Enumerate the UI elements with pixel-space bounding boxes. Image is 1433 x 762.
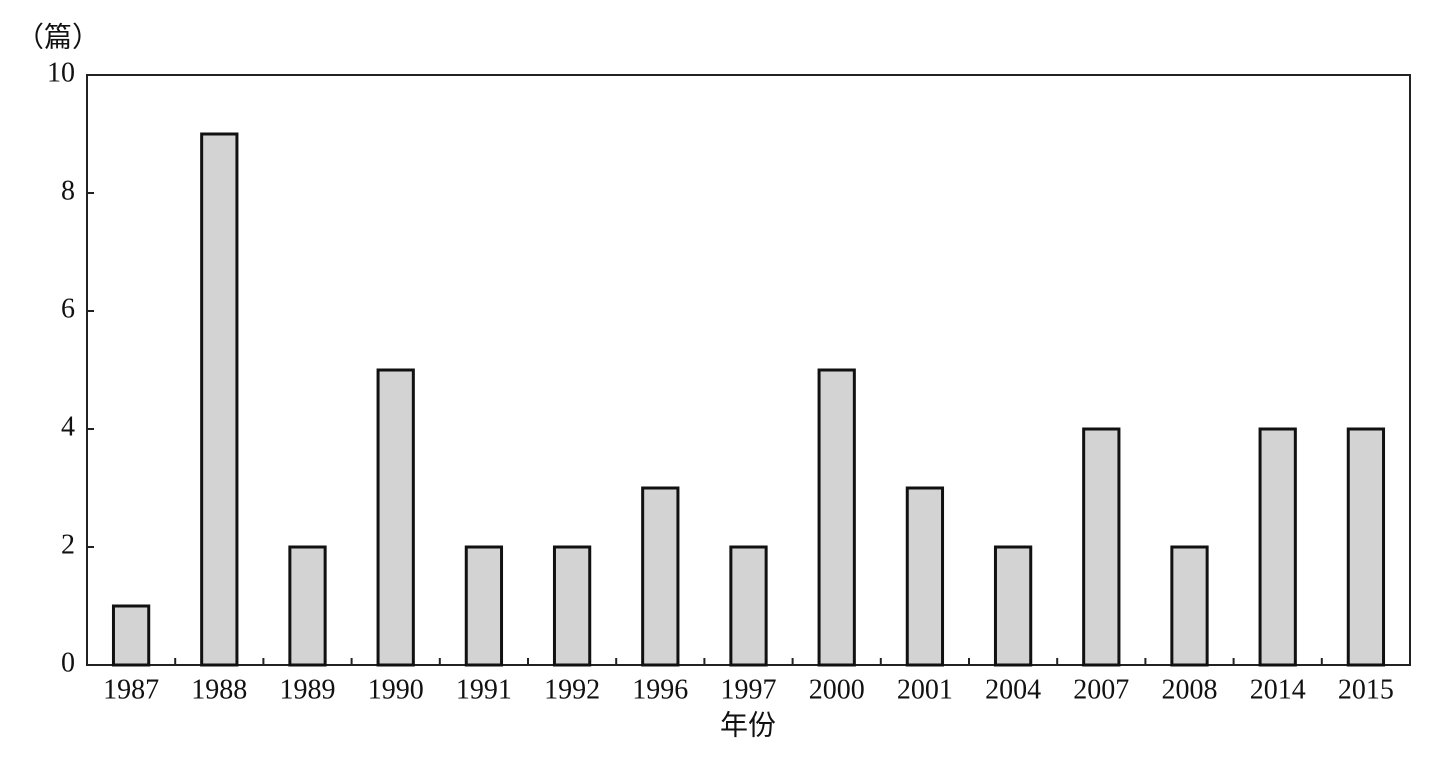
- x-tick-label: 2008: [1162, 674, 1218, 705]
- bar: [111, 604, 151, 667]
- x-tick-label: 1988: [191, 674, 247, 705]
- bar: [552, 545, 592, 667]
- bar: [1170, 545, 1209, 667]
- x-tick-label: 1989: [280, 674, 336, 705]
- bar: [1258, 427, 1297, 667]
- x-axis-label: 年份: [720, 709, 776, 741]
- x-tick-label: 1991: [456, 674, 512, 705]
- x-tick-label: 1992: [544, 674, 600, 705]
- y-axis-label: （篇）: [16, 21, 100, 53]
- bar: [200, 132, 239, 667]
- bar: [905, 486, 945, 667]
- bar: [464, 545, 504, 667]
- x-tick-label: 2015: [1338, 674, 1394, 705]
- y-tick-label: 2: [61, 529, 75, 560]
- x-tick-label: 2014: [1250, 674, 1306, 705]
- y-tick-label: 4: [61, 411, 75, 442]
- x-tick-label: 2007: [1073, 674, 1129, 705]
- bar: [993, 545, 1033, 667]
- x-tick-label: 1987: [103, 674, 159, 705]
- x-tick-label: 2004: [985, 674, 1041, 705]
- bar: [641, 486, 680, 667]
- y-tick-label: 6: [61, 293, 75, 324]
- y-tick-label: 0: [61, 647, 75, 678]
- bar: [376, 368, 415, 667]
- y-tick-label: 8: [61, 175, 75, 206]
- bar: [729, 545, 768, 667]
- bar: [288, 545, 327, 667]
- y-tick-label: 10: [47, 57, 75, 88]
- x-tick-label: 2000: [809, 674, 865, 705]
- bar: [1082, 427, 1121, 667]
- x-tick-label: 1996: [632, 674, 688, 705]
- x-tick-label: 2001: [897, 674, 953, 705]
- x-tick-label: 1990: [368, 674, 424, 705]
- bar: [1346, 427, 1386, 667]
- x-tick-label: 1997: [721, 674, 777, 705]
- bar: [817, 368, 856, 667]
